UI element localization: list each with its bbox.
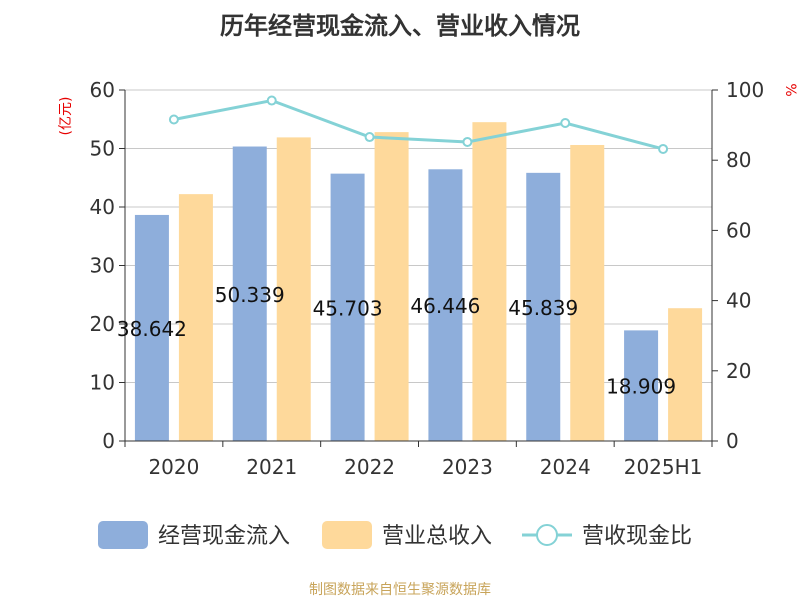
bar-cash-inflow bbox=[624, 330, 659, 441]
right-tick-label: 80 bbox=[726, 148, 751, 172]
legend: 经营现金流入 营业总收入 营收现金比 bbox=[98, 521, 692, 549]
bar-revenue bbox=[276, 137, 311, 441]
bar-revenue bbox=[668, 308, 703, 441]
right-tick-label: 20 bbox=[726, 359, 751, 383]
left-tick-label: 50 bbox=[90, 137, 115, 161]
x-tick-label: 2020 bbox=[148, 455, 199, 479]
ratio-point bbox=[560, 117, 571, 128]
legend-swatch-revenue bbox=[322, 521, 372, 549]
legend-swatch-cash-inflow bbox=[98, 521, 148, 549]
left-tick-label: 20 bbox=[90, 312, 115, 336]
bar-cash-inflow bbox=[232, 146, 267, 441]
ratio-point bbox=[462, 136, 473, 147]
right-axis-unit: % bbox=[782, 83, 798, 96]
x-tick-label: 2022 bbox=[344, 455, 395, 479]
left-axis-unit: (亿元) bbox=[58, 97, 74, 136]
right-tick-label: 40 bbox=[726, 289, 751, 313]
bar-data-label: 46.446 bbox=[410, 294, 480, 318]
ratio-point bbox=[266, 95, 277, 106]
legend-label-revenue: 营业总收入 bbox=[382, 524, 492, 549]
ratio-line bbox=[173, 98, 664, 151]
legend-label-cash-inflow: 经营现金流入 bbox=[158, 524, 290, 549]
x-tick-label: 2023 bbox=[442, 455, 493, 479]
left-tick-label: 0 bbox=[102, 429, 115, 453]
axes-layer: 0 10 20 30 40 50 60 0 20 40 60 80 100 2020 2021 2022 202… bbox=[90, 78, 765, 479]
bar-data-label: 45.839 bbox=[508, 296, 578, 320]
legend-marker-ratio bbox=[536, 524, 558, 546]
right-tick-label: 0 bbox=[726, 429, 739, 453]
ratio-point bbox=[364, 132, 375, 143]
bar-cash-inflow bbox=[134, 214, 169, 441]
bar-revenue bbox=[472, 122, 507, 442]
bar-data-label: 45.703 bbox=[313, 296, 383, 320]
left-tick-label: 30 bbox=[90, 254, 115, 278]
bar-revenue bbox=[374, 132, 409, 441]
left-tick-label: 60 bbox=[90, 78, 115, 102]
bar-cash-inflow bbox=[428, 169, 463, 441]
x-tick-label: 2024 bbox=[540, 455, 591, 479]
legend-label-ratio: 营收现金比 bbox=[582, 524, 692, 549]
ratio-point bbox=[658, 143, 669, 154]
data-labels-layer: 38.642 50.339 45.703 46.446 45.839 18.909 bbox=[117, 283, 676, 399]
bar-data-label: 18.909 bbox=[606, 375, 676, 399]
x-tick-label: 2025H1 bbox=[624, 455, 703, 479]
x-tick-label: 2021 bbox=[246, 455, 297, 479]
footer-source: 制图数据来自恒生聚源数据库 bbox=[309, 582, 491, 598]
right-tick-label: 60 bbox=[726, 218, 751, 242]
bar-data-label: 50.339 bbox=[215, 283, 285, 307]
bar-cash-inflow bbox=[526, 172, 561, 441]
left-tick-label: 40 bbox=[90, 195, 115, 219]
bar-revenue bbox=[178, 194, 213, 441]
line-layer bbox=[168, 95, 669, 154]
ratio-point bbox=[168, 114, 179, 125]
bar-data-label: 38.642 bbox=[117, 317, 187, 341]
left-tick-label: 10 bbox=[90, 371, 115, 395]
right-tick-label: 100 bbox=[726, 78, 764, 102]
gridlines bbox=[125, 89, 712, 442]
chart-title: 历年经营现金流入、营业收入情况 bbox=[220, 12, 580, 40]
bar-cash-inflow bbox=[330, 173, 365, 441]
bars-layer bbox=[134, 122, 703, 442]
bar-revenue bbox=[570, 144, 605, 442]
